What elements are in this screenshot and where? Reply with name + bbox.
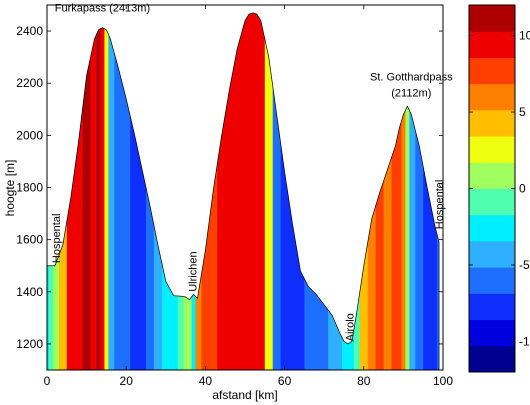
profile-strip [225,12,234,370]
colorbar-segment [469,109,515,137]
profile-strip [108,12,115,370]
colorbar-tick-label: 5 [519,105,526,119]
profile-strip [241,12,248,370]
profile-strip [397,12,403,370]
annotation-ulrichen: Ulrichen [188,251,200,291]
annotations: Furkapass (2413m)Nufenenpass (2470m)St. … [51,0,453,341]
annotation-hospental-right: Hospental [434,180,446,230]
profile-strip [246,12,252,370]
x-tick-label: 20 [120,374,134,388]
y-tick-label: 2000 [16,128,43,142]
colorbar-segment [469,188,515,216]
annotation-gotthardpass-height: (2112m) [391,87,431,99]
profile-strip [96,12,102,370]
x-tick-label: 0 [44,374,51,388]
profile-strip [280,12,290,370]
profile-strip [423,12,432,370]
colorbar-segment [469,214,515,242]
profile-strip [254,12,260,370]
profile-strip [217,12,226,370]
colorbar-tick-label: 10 [519,29,530,43]
profile-strip [383,12,393,370]
colorbar-segment [469,319,515,347]
colorbar-segment [469,267,515,294]
profile-strip [264,12,274,370]
profile-strip [250,12,256,370]
profile-strip [258,12,266,370]
y-tick-label: 1400 [16,285,43,299]
profile-strip [233,12,242,370]
colorbar-segment [469,5,515,32]
annotation-airolo: Airolo [345,313,357,341]
annotation-hospental-left: Hospental [51,214,63,264]
profile-strip [104,12,109,370]
profile-strip [401,12,406,370]
y-axis-title: hoogte [m] [3,160,17,217]
profile-strip [391,12,399,370]
y-tick-label: 2400 [16,24,43,38]
profile-strip [114,12,123,370]
colorbar-tick-label: -5 [519,258,530,272]
profile-strip [100,12,106,370]
y-tick-label: 2200 [16,76,43,90]
y-tick-label: 1200 [16,337,43,351]
x-tick-label: 60 [278,374,292,388]
colorbar: -10 -5 0 5 10 [468,4,530,373]
profile-outline [47,12,440,370]
profile-strip [90,12,98,370]
y-tick-label: 1600 [16,233,43,247]
annotation-gotthardpass-name: St. Gotthardpass [370,72,453,84]
x-axis: 0 20 40 60 80 100 [44,5,453,388]
profile-strip [405,12,410,370]
colorbar-segment [469,345,515,373]
colorbar-segment [469,136,515,163]
profile-strip [138,12,147,370]
colorbar-tick-label: 0 [519,182,526,196]
profile-strip [272,12,282,370]
annotation-furkapass: Furkapass (2413m) [55,3,150,15]
x-tick-label: 100 [433,374,453,388]
y-tick-label: 1800 [16,181,43,195]
profile-strip [82,12,92,370]
profile-strip [409,12,416,370]
x-axis-title: afstand [km] [212,388,277,402]
profile-strip [415,12,424,370]
x-tick-label: 80 [357,374,371,388]
colorbar-segment [469,240,515,268]
profile-strip [209,12,218,370]
colorbar-segment [469,31,515,58]
colorbar-segment [469,293,515,321]
profile-strip [130,12,139,370]
colorbar-tick-label: -10 [519,334,530,348]
profile-strip [74,12,84,370]
colorbar-segment [469,162,515,189]
colorbar-segment [469,83,515,111]
profile-strip [122,12,131,370]
colorbar-segment [469,57,515,85]
y-axis: 1200 1400 1600 1800 2000 2200 2400 [16,24,443,351]
x-tick-label: 40 [199,374,213,388]
plot-area: 0 20 40 60 80 100 1200 1400 1600 1800 2000 2200 240… [16,0,453,388]
